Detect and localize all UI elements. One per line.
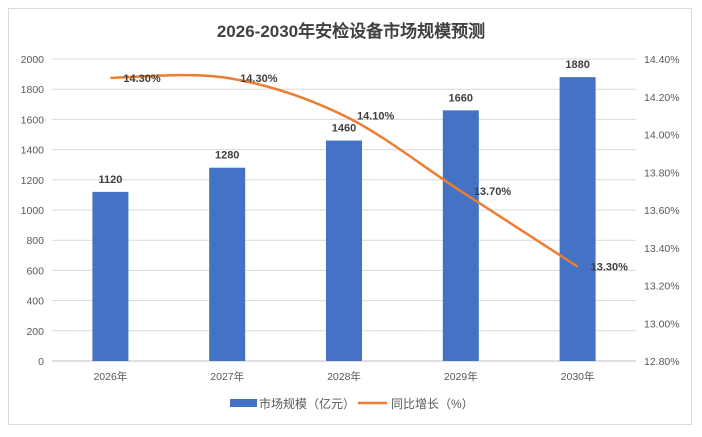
right-tick-label: 13.60% bbox=[644, 205, 680, 217]
chart-title: 2026-2030年安检设备市场规模预测 bbox=[217, 21, 485, 41]
right-tick-label: 13.80% bbox=[644, 167, 680, 179]
x-tick-label: 2030年 bbox=[561, 370, 595, 383]
left-tick-label: 1000 bbox=[21, 205, 45, 217]
right-tick-label: 14.20% bbox=[644, 92, 680, 104]
bar-data-label: 1120 bbox=[98, 174, 122, 186]
bar-data-label: 1460 bbox=[332, 123, 356, 135]
left-tick-label: 1800 bbox=[21, 84, 45, 96]
legend: 市场规模（亿元） 同比增长（%） bbox=[230, 396, 474, 411]
bar-data-label: 1880 bbox=[565, 59, 589, 71]
left-tick-label: 1600 bbox=[21, 114, 45, 126]
right-tick-label: 13.00% bbox=[644, 318, 680, 330]
left-tick-label: 800 bbox=[26, 235, 44, 247]
x-tick-label: 2027年 bbox=[210, 370, 244, 383]
left-tick-label: 0 bbox=[38, 356, 44, 368]
left-tick-label: 200 bbox=[26, 326, 44, 338]
right-tick-label: 14.00% bbox=[644, 130, 680, 142]
left-tick-label: 1400 bbox=[21, 145, 45, 157]
left-tick-label: 1200 bbox=[21, 175, 45, 187]
bar bbox=[92, 191, 129, 361]
bar-data-label: 1280 bbox=[215, 150, 239, 162]
left-tick-label: 400 bbox=[26, 296, 44, 308]
x-tick-label: 2029年 bbox=[444, 370, 478, 383]
line-data-label: 13.30% bbox=[591, 262, 629, 274]
bar bbox=[559, 77, 596, 362]
line-data-label: 14.30% bbox=[240, 73, 278, 85]
growth-line bbox=[110, 73, 579, 268]
bar-data-label: 1660 bbox=[449, 92, 473, 104]
left-tick-label: 600 bbox=[26, 265, 44, 277]
legend-swatch-bar bbox=[230, 399, 257, 407]
legend-label-line: 同比增长（%） bbox=[391, 397, 474, 411]
right-tick-label: 13.20% bbox=[644, 281, 680, 293]
bar bbox=[442, 110, 479, 361]
legend-label-bar: 市场规模（亿元） bbox=[259, 396, 355, 411]
right-tick-label: 14.40% bbox=[644, 54, 680, 66]
x-tick-label: 2026年 bbox=[93, 370, 127, 383]
bar bbox=[326, 140, 362, 361]
line-data-label: 13.70% bbox=[474, 186, 512, 198]
right-tick-label: 13.40% bbox=[644, 243, 680, 255]
chart-frame bbox=[8, 8, 692, 425]
left-tick-label: 2000 bbox=[21, 54, 45, 66]
right-tick-label: 12.80% bbox=[644, 356, 680, 368]
line-data-label: 14.10% bbox=[357, 111, 395, 123]
x-tick-label: 2028年 bbox=[327, 370, 361, 383]
bar bbox=[209, 167, 246, 361]
line-data-label: 14.30% bbox=[123, 73, 161, 85]
